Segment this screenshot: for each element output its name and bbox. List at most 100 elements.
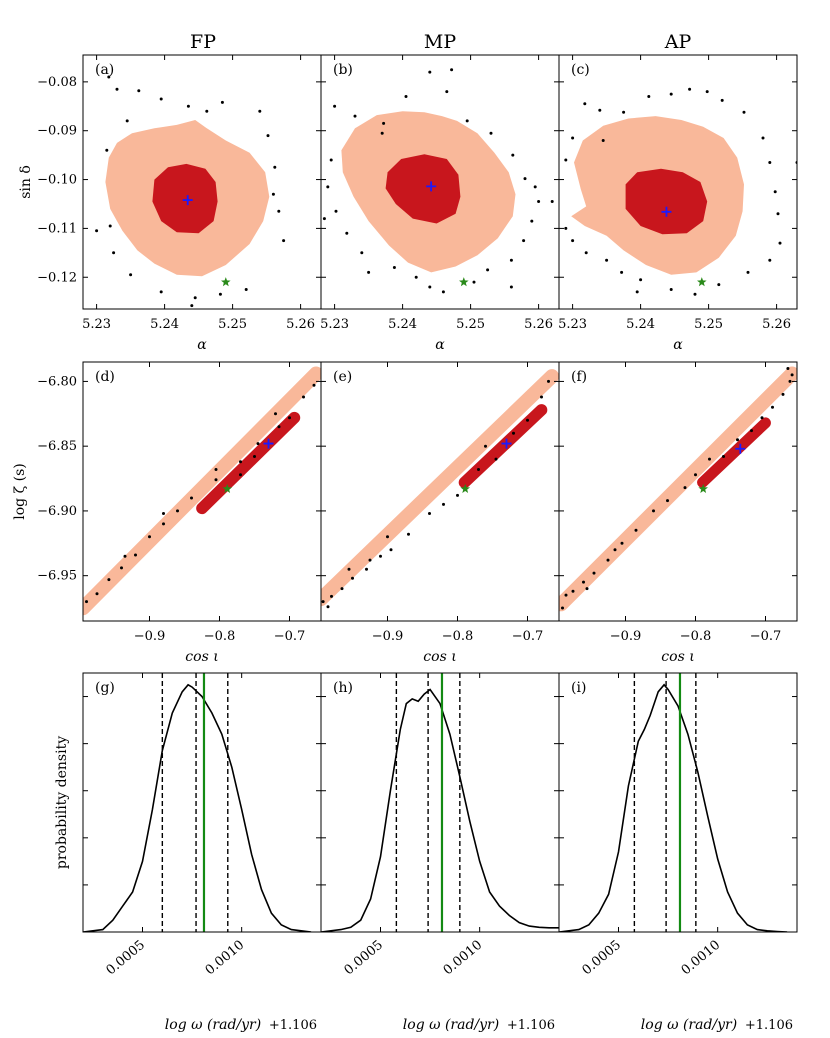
- sample-point: [214, 468, 218, 471]
- sample-point: [584, 251, 588, 255]
- sample-point: [582, 580, 585, 584]
- x-offset-text: +1.106: [507, 1018, 555, 1033]
- y-tick-label: −6.80: [37, 374, 77, 389]
- median-cross-marker: [735, 443, 746, 454]
- sample-point: [389, 548, 393, 552]
- sample-point: [511, 153, 515, 157]
- sample-point: [693, 292, 697, 296]
- sample-point: [321, 600, 325, 604]
- x-axis-label: log ω (rad/yr): [165, 1017, 261, 1033]
- y-axis-label: sin δ: [18, 165, 34, 199]
- sample-point: [526, 418, 529, 422]
- y-tick-label: −6.85: [37, 439, 77, 454]
- panel-label: (i): [571, 680, 586, 696]
- sample-point: [781, 392, 785, 396]
- sample-point: [193, 296, 197, 300]
- y-axis-label: log ζ (s): [12, 463, 28, 519]
- x-tick-label: −0.7: [274, 629, 306, 644]
- sample-point: [107, 75, 111, 79]
- sample-point: [571, 136, 575, 140]
- inner-contour: [625, 168, 708, 235]
- sample-point: [345, 231, 349, 235]
- sample-point: [112, 251, 116, 255]
- x-tick-label: 0.0005: [104, 938, 148, 979]
- x-tick-label: 5.23: [558, 317, 587, 332]
- sample-point: [669, 92, 673, 96]
- sample-point: [708, 457, 711, 461]
- sample-point: [634, 528, 638, 532]
- panel-label: (g): [95, 680, 115, 696]
- y-tick-label: −6.90: [37, 504, 77, 519]
- sample-point: [340, 587, 344, 591]
- x-axis-label: cos ι: [185, 649, 218, 665]
- plot-area: [321, 369, 559, 609]
- median-cross-marker: [501, 438, 512, 449]
- sample-point: [635, 290, 639, 294]
- y-tick-label: −0.10: [37, 173, 77, 188]
- sample-point: [162, 522, 165, 526]
- sample-point: [606, 558, 610, 562]
- sample-point: [450, 68, 454, 72]
- sample-point: [786, 367, 790, 370]
- y-tick-label: −0.12: [37, 270, 77, 285]
- sample-point: [329, 158, 333, 162]
- x-tick-label: 5.24: [150, 317, 179, 332]
- x-tick-label: −0.9: [372, 629, 404, 644]
- x-tick-label: 0.0005: [580, 938, 624, 979]
- sample-point: [277, 425, 281, 429]
- sample-point: [768, 161, 772, 164]
- x-tick-label: −0.8: [442, 629, 474, 644]
- sample-point: [220, 100, 224, 104]
- sample-point: [330, 594, 333, 598]
- sample-point: [694, 473, 697, 477]
- panel-frame: [558, 361, 798, 622]
- plot-area: [559, 366, 797, 612]
- sample-point: [688, 87, 692, 91]
- sample-point: [571, 589, 575, 593]
- sample-point: [788, 379, 792, 383]
- sample-point: [274, 412, 277, 416]
- sample-point: [326, 605, 330, 609]
- sample-point: [571, 239, 575, 243]
- panel-label: (b): [333, 62, 353, 78]
- sample-point: [622, 110, 626, 114]
- sample-point: [176, 509, 179, 513]
- sample-point: [123, 554, 127, 558]
- sample-point: [790, 373, 794, 377]
- x-tick-label: −0.7: [750, 629, 782, 644]
- sample-point: [205, 109, 209, 113]
- panel-a: 5.23 5.24 5.25 5.26 −0.08 −0.09 −0.10 −0.11 −0.1…: [18, 54, 322, 353]
- density-curve: [321, 688, 559, 932]
- sample-point: [302, 395, 305, 399]
- sample-point: [162, 512, 165, 515]
- sample-point: [778, 241, 782, 245]
- sample-point: [720, 98, 724, 102]
- sample-point: [540, 395, 543, 399]
- sample-point: [456, 493, 459, 497]
- true-value-star-marker: [459, 277, 469, 287]
- inner-contour: [196, 411, 301, 515]
- true-value-star-marker: [222, 483, 232, 493]
- sample-point: [509, 285, 513, 289]
- sample-point: [368, 558, 372, 562]
- sample-point: [717, 283, 721, 287]
- sample-point: [512, 431, 515, 435]
- plot-area: [322, 68, 554, 294]
- sample-point: [472, 280, 476, 284]
- sample-point: [445, 90, 449, 94]
- x-tick-label: 5.24: [388, 317, 417, 332]
- sample-point: [771, 405, 774, 409]
- sample-point: [537, 200, 541, 203]
- sample-point: [129, 273, 133, 277]
- panel-frame: [558, 54, 798, 310]
- median-cross-marker: [426, 181, 437, 192]
- plot-area: [564, 87, 797, 296]
- x-tick-label: −0.8: [204, 629, 236, 644]
- x-tick-label: −0.8: [680, 629, 712, 644]
- panel-c: 5.23 5.24 5.25 5.26 (c) α: [558, 54, 798, 353]
- x-tick-label: 5.24: [626, 317, 655, 332]
- median-cross-marker: [661, 206, 672, 217]
- sample-point: [353, 114, 357, 118]
- column-title-fp: FP: [190, 31, 216, 53]
